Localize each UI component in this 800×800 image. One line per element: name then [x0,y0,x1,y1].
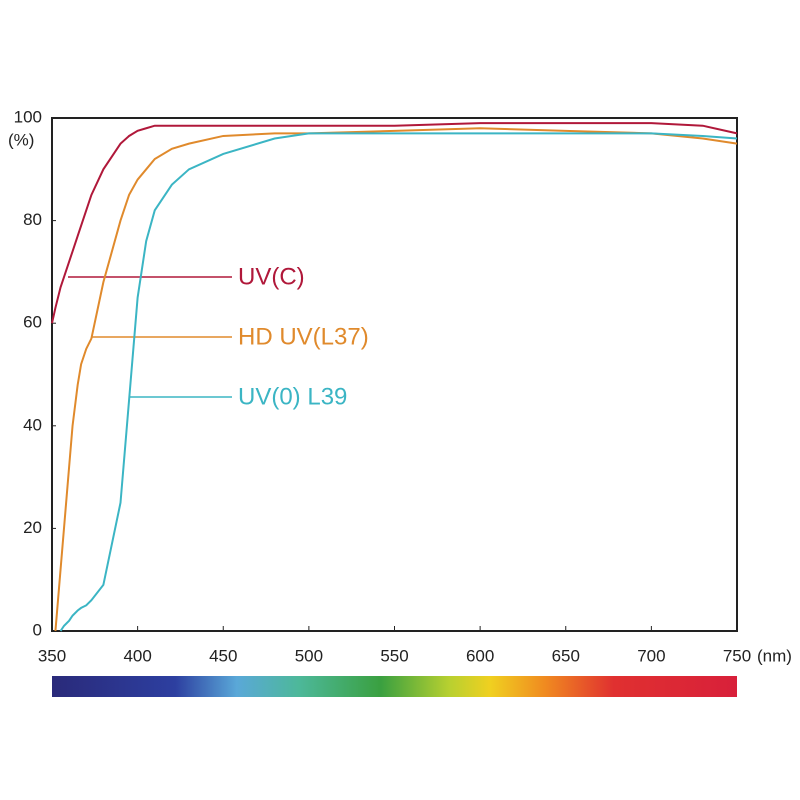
spectrum-bar [52,676,737,697]
y-axis-label: (%) [8,130,34,149]
series-line [51,122,738,324]
x-axis-label: (nm) [757,646,792,665]
series-label: HD UV(L37) [238,323,369,350]
series-line [59,132,738,632]
x-tick-label: 550 [380,646,408,665]
y-tick-label: 40 [23,415,42,434]
y-tick-label: 100 [14,107,42,126]
series-label: UV(0) L39 [238,383,347,410]
plot-frame [51,117,738,632]
x-tick-label: 350 [38,646,66,665]
x-tick-label: 750 [723,646,751,665]
x-tick-label: 500 [295,646,323,665]
y-tick-label: 80 [23,210,42,229]
y-tick-label: 0 [33,620,42,639]
series-line [54,127,738,632]
x-tick-label: 650 [552,646,580,665]
x-tick-label: 600 [466,646,494,665]
x-tick-label: 400 [123,646,151,665]
y-tick-label: 20 [23,518,42,537]
x-tick-label: 450 [209,646,237,665]
x-tick-label: 700 [637,646,665,665]
series-label: UV(C) [238,263,305,290]
y-tick-label: 60 [23,313,42,332]
